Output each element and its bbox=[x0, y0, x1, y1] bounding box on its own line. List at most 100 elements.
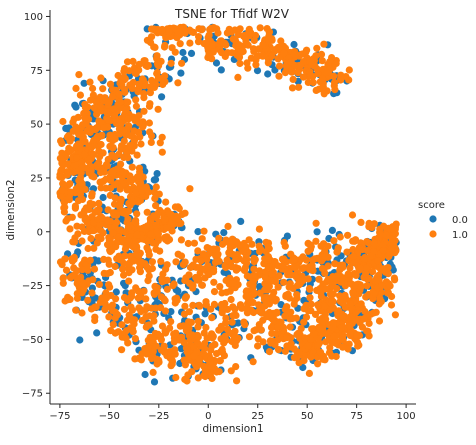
data-point-score-1 bbox=[239, 247, 247, 255]
data-point-score-1 bbox=[289, 75, 297, 83]
data-point-score-1 bbox=[119, 265, 127, 273]
data-point-score-1 bbox=[168, 227, 176, 235]
data-point-score-1 bbox=[62, 217, 70, 225]
data-point-score-1 bbox=[295, 359, 303, 367]
data-point-score-0 bbox=[194, 228, 202, 236]
data-point-score-1 bbox=[102, 175, 110, 183]
data-point-score-1 bbox=[261, 274, 269, 282]
data-point-score-1 bbox=[125, 269, 133, 277]
data-point-score-1 bbox=[345, 66, 353, 74]
data-point-score-1 bbox=[188, 331, 196, 339]
data-point-score-1 bbox=[120, 293, 129, 302]
data-point-score-1 bbox=[194, 333, 202, 341]
data-point-score-0 bbox=[187, 49, 196, 58]
data-point-score-1 bbox=[290, 50, 298, 58]
legend: score 0.0 1.0 bbox=[418, 200, 468, 241]
data-point-score-1 bbox=[240, 266, 249, 274]
data-point-score-1 bbox=[208, 314, 216, 322]
data-point-score-1 bbox=[333, 284, 341, 293]
data-point-score-1 bbox=[304, 78, 312, 86]
data-point-score-1 bbox=[167, 217, 176, 225]
data-point-score-1 bbox=[343, 248, 351, 256]
data-point-score-1 bbox=[130, 242, 138, 250]
data-point-score-1 bbox=[205, 270, 213, 278]
data-point-score-1 bbox=[293, 281, 302, 289]
data-point-score-1 bbox=[133, 151, 141, 159]
data-point-score-1 bbox=[117, 256, 125, 264]
data-point-score-1 bbox=[128, 163, 136, 171]
data-point-score-0 bbox=[92, 294, 100, 302]
legend-marker-0 bbox=[429, 215, 437, 223]
data-point-score-1 bbox=[324, 262, 332, 270]
data-point-score-1 bbox=[171, 299, 179, 307]
data-point-score-1 bbox=[86, 256, 94, 264]
data-point-score-0 bbox=[167, 308, 175, 316]
data-point-score-1 bbox=[329, 324, 337, 332]
data-point-score-1 bbox=[87, 96, 95, 104]
data-point-score-1 bbox=[314, 70, 322, 78]
data-point-score-1 bbox=[140, 90, 148, 98]
data-point-score-1 bbox=[170, 338, 178, 346]
data-point-score-1 bbox=[381, 268, 390, 276]
data-point-score-1 bbox=[315, 275, 323, 283]
data-point-score-1 bbox=[368, 268, 377, 276]
data-point-score-1 bbox=[81, 114, 89, 122]
data-point-score-1 bbox=[308, 325, 316, 333]
data-point-score-0 bbox=[313, 228, 321, 236]
data-point-score-1 bbox=[252, 326, 260, 334]
data-point-score-0 bbox=[179, 48, 187, 57]
data-point-score-1 bbox=[120, 305, 129, 313]
data-point-score-1 bbox=[204, 262, 212, 270]
data-point-score-1 bbox=[346, 300, 354, 308]
data-point-score-1 bbox=[63, 133, 71, 141]
data-point-score-1 bbox=[184, 239, 192, 248]
legend-label-1: 1.0 bbox=[452, 230, 468, 241]
data-point-score-1 bbox=[255, 267, 263, 275]
data-point-score-1 bbox=[131, 335, 139, 343]
data-point-score-1 bbox=[252, 61, 260, 69]
data-point-score-1 bbox=[95, 280, 103, 288]
data-point-score-1 bbox=[181, 258, 189, 266]
data-point-score-1 bbox=[195, 355, 204, 363]
data-point-score-1 bbox=[229, 279, 237, 288]
data-point-score-1 bbox=[290, 300, 298, 308]
data-point-score-1 bbox=[194, 323, 202, 331]
data-point-score-1 bbox=[329, 290, 337, 298]
data-point-score-1 bbox=[148, 264, 156, 273]
data-point-score-1 bbox=[189, 301, 197, 309]
data-point-score-1 bbox=[287, 271, 295, 279]
data-point-score-1 bbox=[154, 330, 162, 338]
data-point-score-1 bbox=[134, 287, 142, 295]
data-point-score-1 bbox=[130, 142, 138, 150]
data-point-score-1 bbox=[76, 91, 84, 99]
data-point-score-1 bbox=[224, 49, 232, 57]
data-point-score-0 bbox=[112, 288, 120, 296]
data-point-score-1 bbox=[171, 203, 179, 211]
data-point-score-1 bbox=[357, 218, 365, 226]
data-point-score-1 bbox=[349, 252, 357, 260]
scatter-points bbox=[56, 23, 400, 386]
data-point-score-1 bbox=[130, 127, 138, 135]
data-point-score-1 bbox=[232, 266, 240, 274]
data-point-score-1 bbox=[370, 220, 378, 228]
data-point-score-1 bbox=[265, 348, 274, 356]
data-point-score-1 bbox=[181, 302, 189, 310]
data-point-score-1 bbox=[356, 264, 364, 272]
data-point-score-1 bbox=[86, 199, 94, 207]
data-point-score-1 bbox=[307, 353, 315, 361]
data-point-score-1 bbox=[222, 263, 230, 272]
data-point-score-1 bbox=[136, 264, 144, 272]
data-point-score-1 bbox=[57, 137, 65, 145]
data-point-score-1 bbox=[137, 308, 145, 316]
data-point-score-1 bbox=[223, 256, 231, 264]
data-point-score-1 bbox=[66, 188, 75, 196]
data-point-score-1 bbox=[222, 41, 230, 49]
data-point-score-1 bbox=[202, 323, 210, 332]
data-point-score-1 bbox=[249, 45, 258, 53]
data-point-score-1 bbox=[130, 257, 138, 265]
data-point-score-1 bbox=[134, 88, 142, 96]
data-point-score-1 bbox=[70, 238, 79, 246]
data-point-score-1 bbox=[311, 310, 320, 318]
data-point-score-1 bbox=[190, 352, 198, 360]
data-point-score-1 bbox=[257, 326, 265, 334]
